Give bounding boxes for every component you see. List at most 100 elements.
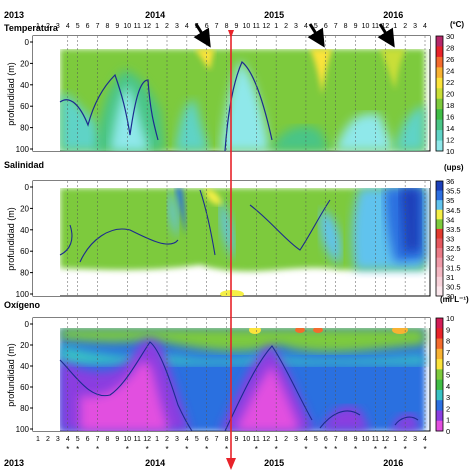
y-tick-label: 40 [20, 81, 29, 90]
temp-cold-2015b [335, 113, 395, 151]
temp-warm-2014 [195, 49, 215, 70]
sample-marker: * [66, 445, 69, 454]
panel-title-oxigeno: Oxígeno [4, 300, 41, 310]
bottom-month-tick: 8 [344, 436, 348, 443]
colorbar-swatch [436, 140, 443, 152]
sample-marker: * [334, 445, 337, 454]
top-year-label: 2013 [4, 10, 24, 20]
bottom-year-axis: 2013 2014 2015 2016 [4, 458, 403, 468]
sample-marker: * [304, 445, 307, 454]
top-month-tick: 1 [36, 23, 40, 30]
oxy-contours [59, 341, 419, 431]
colorbar-tick-label: 31.5 [446, 263, 461, 272]
top-month-tick: 12 [381, 23, 389, 30]
top-month-tick: 2 [284, 23, 288, 30]
colorbar-swatch [436, 410, 443, 422]
colorbar-tick-label: 14 [446, 124, 454, 133]
top-month-tick: 10 [123, 23, 131, 30]
colorbar-tick-label: 33 [446, 235, 454, 244]
panel-salinidad: 0 20 40 60 80 100 profundidad (m) 3635.53534.… [6, 163, 464, 301]
sal-light-2014 [167, 188, 179, 240]
colorbar-tick-label: 8 [446, 337, 450, 346]
top-month-tick: 3 [294, 23, 298, 30]
colorbar-frame [435, 317, 444, 432]
top-month-tick: 3 [56, 23, 60, 30]
y-axis-oxigeno: 0 20 40 60 80 100 [16, 320, 33, 434]
bottom-year-label: 2014 [145, 458, 165, 468]
bottom-month-tick: 6 [324, 436, 328, 443]
ylabel-temperatura: profundidad (m) [6, 62, 16, 126]
temp-contour-1 [59, 73, 159, 141]
colorbar-swatch [436, 328, 443, 340]
sample-marker: * [146, 445, 149, 454]
y-tick-label: 100 [16, 290, 30, 299]
bottom-month-tick: 2 [46, 436, 50, 443]
bottom-month-tick: 6 [205, 436, 209, 443]
arrow-event-2014 [193, 23, 211, 48]
colorbar-tick-label: 3 [446, 393, 450, 402]
colorbar-tick-label: 30 [446, 32, 454, 41]
temp-cold-2014b [220, 60, 270, 151]
colorbar-swatch [436, 46, 443, 58]
colorbar-swatch [436, 209, 443, 220]
top-month-tick: 7 [96, 23, 100, 30]
y-tick-label: 80 [20, 404, 29, 413]
top-month-tick: 4 [185, 23, 189, 30]
sample-marker: * [275, 445, 278, 454]
bottom-month-tick: 3 [413, 436, 417, 443]
colorbar-swatch [436, 286, 443, 297]
sample-marker: * [324, 445, 327, 454]
top-month-tick: 3 [175, 23, 179, 30]
oxy-magenta-2014 [235, 365, 300, 431]
colorbar-tick-label: 2 [446, 404, 450, 413]
bottom-month-tick: 3 [294, 436, 298, 443]
bottom-month-tick: 10 [242, 436, 250, 443]
bottom-month-tick: 9 [235, 436, 239, 443]
y-tick-label: 0 [25, 183, 30, 192]
sample-marker: * [404, 445, 407, 454]
colorbar-tick-label: 5 [446, 371, 450, 380]
top-month-tick: 6 [205, 23, 209, 30]
bottom-year-label: 2015 [264, 458, 284, 468]
top-month-tick: 1 [274, 23, 278, 30]
temp-cold-2014a [175, 100, 210, 151]
temp-cold-2013 [60, 94, 105, 151]
colorbar-tick-label: 7 [446, 348, 450, 357]
sal-light-2015 [319, 210, 342, 265]
colorbar-swatch [436, 389, 443, 401]
colorbar-swatch [436, 181, 443, 192]
top-month-tick: 10 [242, 23, 250, 30]
bottom-month-tick: 1 [274, 436, 278, 443]
bottom-month-tick: 3 [56, 436, 60, 443]
red-reference-line [226, 30, 236, 470]
sample-lines-oxigeno [67, 318, 426, 431]
sal-contours [59, 189, 331, 263]
temp-warm-2016 [380, 49, 406, 90]
top-month-axis: 1234567891011121234567891011121234567891… [36, 23, 427, 30]
colorbar-tick-label: 28 [446, 44, 454, 53]
colorbar-tick-label: 9 [446, 325, 450, 334]
y-tick-label: 20 [20, 59, 29, 68]
colorbar-tick-label: 10 [446, 314, 454, 323]
colorbar-swatch [436, 219, 443, 230]
colorbar-tick-label: 34.5 [446, 206, 461, 215]
sample-markers: * * * * * * * * * * * * * * * * * * * [66, 445, 426, 454]
y-tick-label: 80 [20, 269, 29, 278]
red-top-head [228, 30, 234, 38]
sal-bottom-yellow [220, 290, 244, 296]
top-month-tick: 5 [314, 23, 318, 30]
top-month-tick: 7 [215, 23, 219, 30]
y-tick-label: 80 [20, 124, 29, 133]
bottom-month-tick: 10 [123, 436, 131, 443]
temp-cool-2015a [270, 126, 330, 151]
colorbar-frame [435, 35, 444, 152]
bottom-month-tick: 4 [423, 436, 427, 443]
bottom-month-tick: 9 [115, 436, 119, 443]
top-month-tick: 12 [143, 23, 151, 30]
colorbar-swatch [436, 257, 443, 268]
bottom-month-tick: 12 [262, 436, 270, 443]
colorbar-swatch [436, 267, 443, 278]
bottom-year-label: 2016 [383, 458, 403, 468]
colorbar-swatch [436, 318, 443, 329]
